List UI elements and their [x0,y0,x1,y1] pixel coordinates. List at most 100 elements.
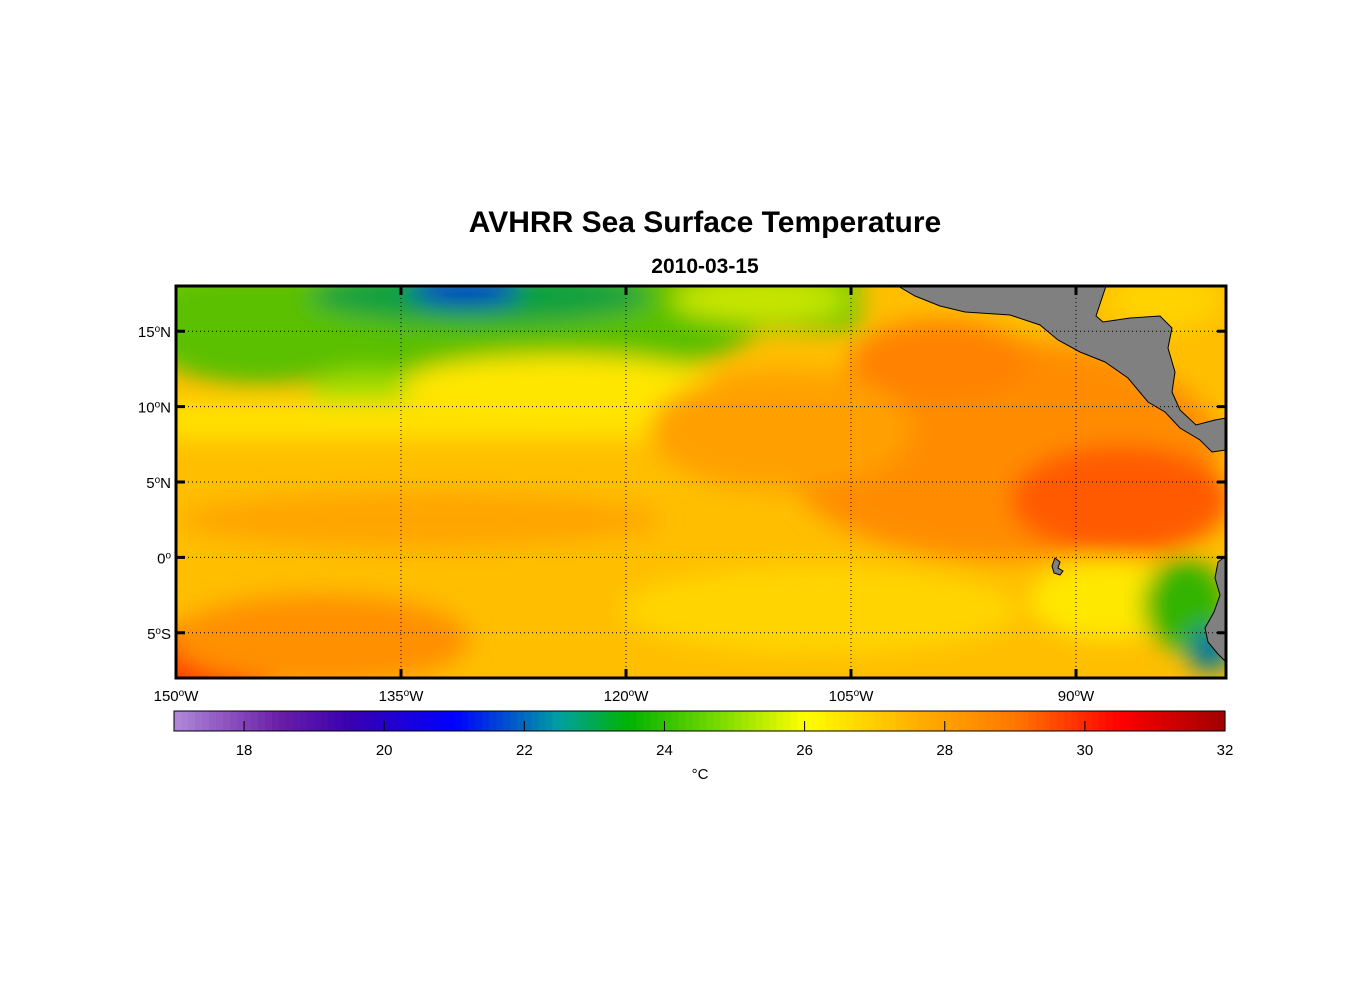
colorbar-segment [398,711,406,731]
colorbar-segment [1189,711,1198,731]
lon-label: 135oW [379,688,425,706]
colorbar-segment [328,711,336,731]
colorbar-segment [293,711,301,731]
colorbar-segment [839,711,848,731]
colorbar-tick-label: 26 [796,742,813,759]
colorbar-segment [1217,711,1226,731]
colorbar-segment [1049,711,1058,731]
colorbar-segment [594,711,603,731]
colorbar-segment [559,711,567,731]
colorbar-tick-label: 18 [236,742,253,759]
colorbar-segment [314,711,322,731]
colorbar-segment [475,711,483,731]
colorbar-segment [769,711,778,731]
colorbar-segment [1161,711,1170,731]
land-central-america [897,286,1226,453]
colorbar-segment [468,711,476,731]
map-ticks [174,286,1226,678]
colorbar-segment [881,711,890,731]
colorbar-tick-label: 24 [656,742,673,759]
sst-patch-coldest [410,286,520,305]
colorbar-segment [244,711,252,731]
colorbar-segment [692,711,701,731]
colorbar-segment [391,711,399,731]
colorbar-segment [447,711,455,731]
colorbar-segment [370,711,378,731]
colorbar-segment [419,711,427,731]
sst-patch-south-yellow [620,565,1020,655]
colorbar-segment [986,711,995,731]
colorbar-segment [300,711,308,731]
colorbar-segment [566,711,574,731]
colorbar-segment [1042,711,1051,731]
colorbar-segment [202,711,210,731]
colorbar-segment [377,711,385,731]
colorbar-unit-label: °C [692,766,709,783]
colorbar-segment [748,711,757,731]
colorbar-segment [363,711,371,731]
colorbar-segment [1000,711,1009,731]
lat-label: 0o [157,550,171,568]
colorbar-segment [272,711,280,731]
sst-patches [176,286,1226,678]
colorbar-segment [1126,711,1135,731]
colorbar-segment [916,711,925,731]
sst-patch-warm-north [850,320,1030,400]
colorbar-segment [643,711,652,731]
lon-label: 105oW [829,688,875,706]
colorbar-segment [713,711,722,731]
colorbar-segment [615,711,624,731]
colorbar-segment [958,711,967,731]
colorbar-segment [776,711,785,731]
colorbar-tick-label: 22 [516,742,533,759]
colorbar-segment [797,711,806,731]
colorbar-segment [608,711,617,731]
colorbar-segment [601,711,610,731]
colorbar-segment [587,711,595,731]
colorbar-segment [510,711,518,731]
colorbar-segment [930,711,939,731]
colorbar-segment [405,711,413,731]
sst-patch-cool-core [310,286,650,324]
colorbar-segment [811,711,820,731]
colorbar-segment [720,711,729,731]
colorbar-segment [1154,711,1163,731]
colorbar-segment [902,711,911,731]
longitude-labels: 150oW 135oW 120oW 105oW 90oW [154,688,1095,706]
colorbar-segment [1175,711,1184,731]
colorbar-segment [174,711,182,731]
colorbar-segment [258,711,266,731]
latitude-labels: 15oN 10oN 5oN 0o 5oS [138,324,172,643]
colorbar-tick-label: 32 [1217,742,1234,759]
colorbar-segment [307,711,315,731]
colorbar-segment [1077,711,1086,731]
colorbar-segment [321,711,329,731]
colorbar-segment [699,711,708,731]
colorbar-segment [895,711,904,731]
colorbar-segment [349,711,357,731]
colorbar-segment [664,711,673,731]
sst-patch-transition [670,286,850,322]
lon-label: 90oW [1058,688,1095,706]
colorbar-segment [580,711,588,731]
colorbar-segment [482,711,490,731]
colorbar-segment [993,711,1002,731]
colorbar-segment [685,711,694,731]
colorbar-segment [937,711,946,731]
sst-patch-equator-warm [180,492,660,548]
colorbar-segment [440,711,448,731]
colorbar-segment [251,711,259,731]
colorbar-segment [223,711,231,731]
colorbar-segment [888,711,897,731]
colorbar-segment [846,711,855,731]
land-masses [897,286,1226,663]
colorbar-segment [531,711,539,731]
lat-label: 5oS [147,625,171,643]
colorbar-segment [1140,711,1149,731]
colorbar-segment [1014,711,1023,731]
colorbar-segment [188,711,196,731]
colorbar-segment [1091,711,1100,731]
colorbar-segment [181,711,189,731]
colorbar-segment [909,711,918,731]
